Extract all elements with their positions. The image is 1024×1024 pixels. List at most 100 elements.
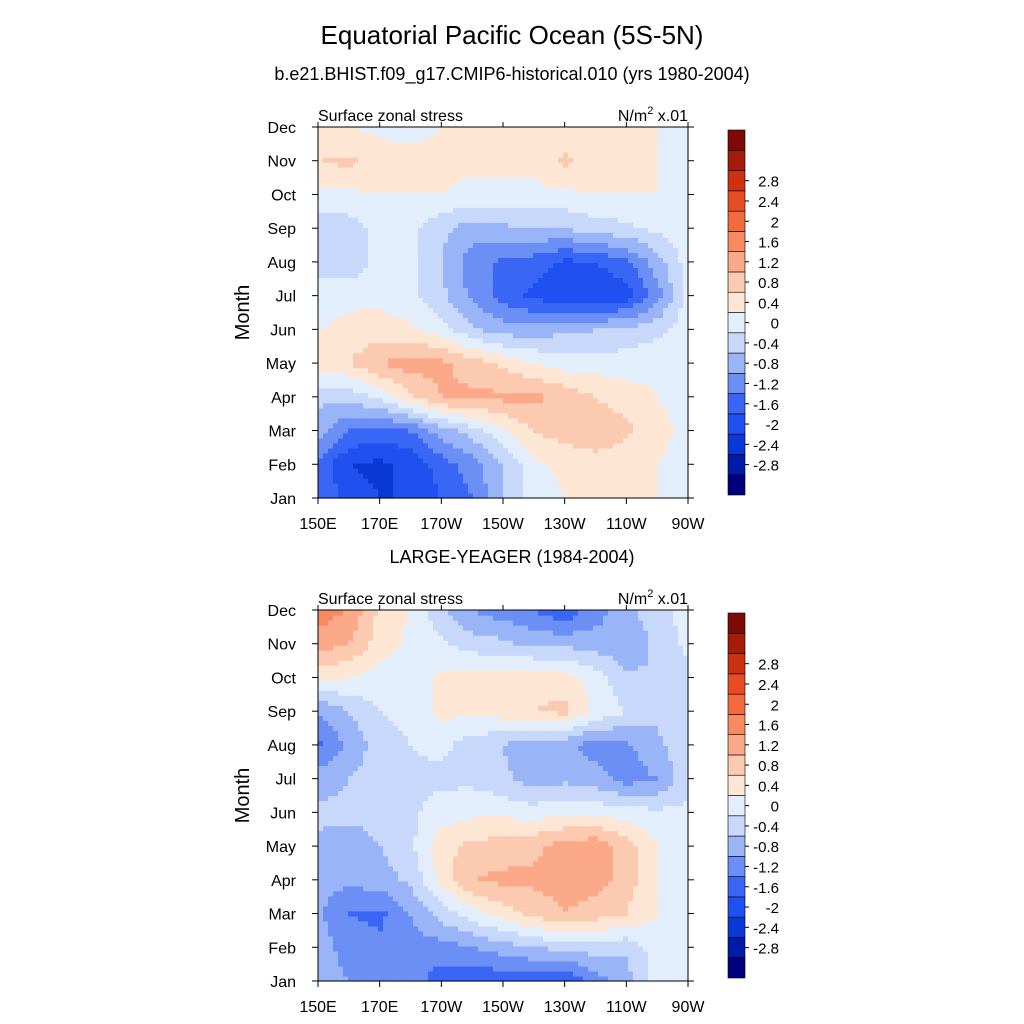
heatmap-cell bbox=[528, 167, 534, 173]
heatmap-cell bbox=[363, 247, 369, 253]
heatmap-cell bbox=[433, 182, 439, 188]
heatmap-cell bbox=[338, 192, 344, 198]
heatmap-cell bbox=[318, 177, 324, 183]
heatmap-cell bbox=[463, 342, 469, 349]
heatmap-cell bbox=[633, 397, 639, 404]
heatmap-cell bbox=[423, 207, 429, 213]
heatmap-cell bbox=[568, 292, 574, 299]
heatmap-cell bbox=[478, 207, 484, 213]
heatmap-cell bbox=[498, 397, 504, 404]
heatmap-cell bbox=[343, 432, 349, 439]
heatmap-cell bbox=[603, 162, 609, 168]
heatmap-cell bbox=[448, 182, 454, 188]
heatmap-cell bbox=[633, 267, 639, 273]
heatmap-cell bbox=[513, 317, 519, 324]
heatmap-cell bbox=[643, 232, 649, 238]
heatmap-cell bbox=[333, 272, 339, 278]
heatmap-cell bbox=[483, 467, 489, 474]
heatmap-cell bbox=[503, 457, 509, 464]
heatmap-cell bbox=[663, 277, 669, 284]
heatmap-cell bbox=[583, 257, 589, 263]
heatmap-cell bbox=[558, 272, 564, 278]
heatmap-cell bbox=[608, 327, 614, 334]
heatmap-cell bbox=[668, 457, 674, 464]
heatmap-cell bbox=[418, 192, 424, 198]
heatmap-cell bbox=[463, 247, 469, 253]
heatmap-cell bbox=[628, 222, 634, 228]
heatmap-cell bbox=[558, 167, 564, 173]
heatmap-cell bbox=[378, 342, 384, 349]
heatmap-cell bbox=[668, 312, 674, 319]
heatmap-cell bbox=[328, 402, 334, 409]
heatmap-cell bbox=[398, 172, 404, 178]
heatmap-cell bbox=[463, 207, 469, 213]
heatmap-cell bbox=[608, 407, 614, 414]
heatmap-cell bbox=[408, 437, 414, 444]
heatmap-cell bbox=[528, 322, 534, 329]
heatmap-cell bbox=[493, 182, 499, 188]
heatmap-cell bbox=[438, 262, 444, 268]
heatmap-cell bbox=[613, 312, 619, 319]
heatmap-cell bbox=[483, 182, 489, 188]
heatmap-cell bbox=[678, 337, 684, 344]
heatmap-cell bbox=[393, 187, 399, 193]
heatmap-cell bbox=[683, 292, 689, 299]
heatmap-cell bbox=[633, 402, 639, 409]
heatmap-cell bbox=[338, 317, 344, 324]
heatmap-cell bbox=[323, 207, 329, 213]
heatmap-cell bbox=[418, 337, 424, 344]
heatmap-cell bbox=[488, 422, 494, 429]
heatmap-cell bbox=[638, 462, 644, 469]
heatmap-cell bbox=[348, 267, 354, 273]
heatmap-cell bbox=[403, 277, 409, 284]
heatmap-cell bbox=[428, 462, 434, 469]
heatmap-cell bbox=[588, 387, 594, 394]
heatmap-cell bbox=[613, 167, 619, 173]
heatmap-cell bbox=[563, 327, 569, 334]
heatmap-cell bbox=[528, 402, 534, 409]
heatmap-cell bbox=[473, 237, 479, 243]
heatmap-cell bbox=[533, 402, 539, 409]
heatmap-cell bbox=[548, 407, 554, 414]
heatmap-cell bbox=[413, 187, 419, 193]
heatmap-cell bbox=[538, 172, 544, 178]
heatmap-cell bbox=[343, 207, 349, 213]
heatmap-cell bbox=[358, 402, 364, 409]
heatmap-cell bbox=[678, 467, 684, 474]
heatmap-cell bbox=[513, 232, 519, 238]
heatmap-cell bbox=[488, 232, 494, 238]
heatmap-cell bbox=[438, 162, 444, 168]
heatmap-cell bbox=[483, 192, 489, 198]
heatmap-cell bbox=[663, 322, 669, 329]
heatmap-cell bbox=[483, 187, 489, 193]
heatmap-cell bbox=[613, 262, 619, 268]
heatmap-cell bbox=[588, 422, 594, 429]
heatmap-cell bbox=[653, 382, 659, 389]
heatmap-cell bbox=[448, 257, 454, 263]
heatmap-cell bbox=[593, 167, 599, 173]
heatmap-cell bbox=[328, 237, 334, 243]
heatmap-cell bbox=[348, 442, 354, 449]
heatmap-cell bbox=[573, 187, 579, 193]
heatmap-cell bbox=[388, 342, 394, 349]
heatmap-cell bbox=[448, 352, 454, 359]
heatmap-cell bbox=[588, 432, 594, 439]
heatmap-cell bbox=[638, 387, 644, 394]
heatmap-cell bbox=[498, 202, 504, 208]
heatmap-cell bbox=[353, 167, 359, 173]
heatmap-cell bbox=[583, 287, 589, 294]
heatmap-cell bbox=[408, 487, 414, 494]
heatmap-cell bbox=[648, 422, 654, 429]
heatmap-cell bbox=[533, 482, 539, 489]
heatmap-cell bbox=[403, 397, 409, 404]
heatmap-cell bbox=[558, 447, 564, 454]
heatmap-cell bbox=[583, 422, 589, 429]
heatmap-cell bbox=[373, 292, 379, 299]
heatmap-cell bbox=[583, 352, 589, 359]
heatmap-cell bbox=[418, 467, 424, 474]
heatmap-cell bbox=[653, 172, 659, 178]
heatmap-cell bbox=[423, 347, 429, 354]
heatmap-cell bbox=[388, 472, 394, 479]
heatmap-cell bbox=[423, 367, 429, 374]
heatmap-cell bbox=[548, 432, 554, 439]
